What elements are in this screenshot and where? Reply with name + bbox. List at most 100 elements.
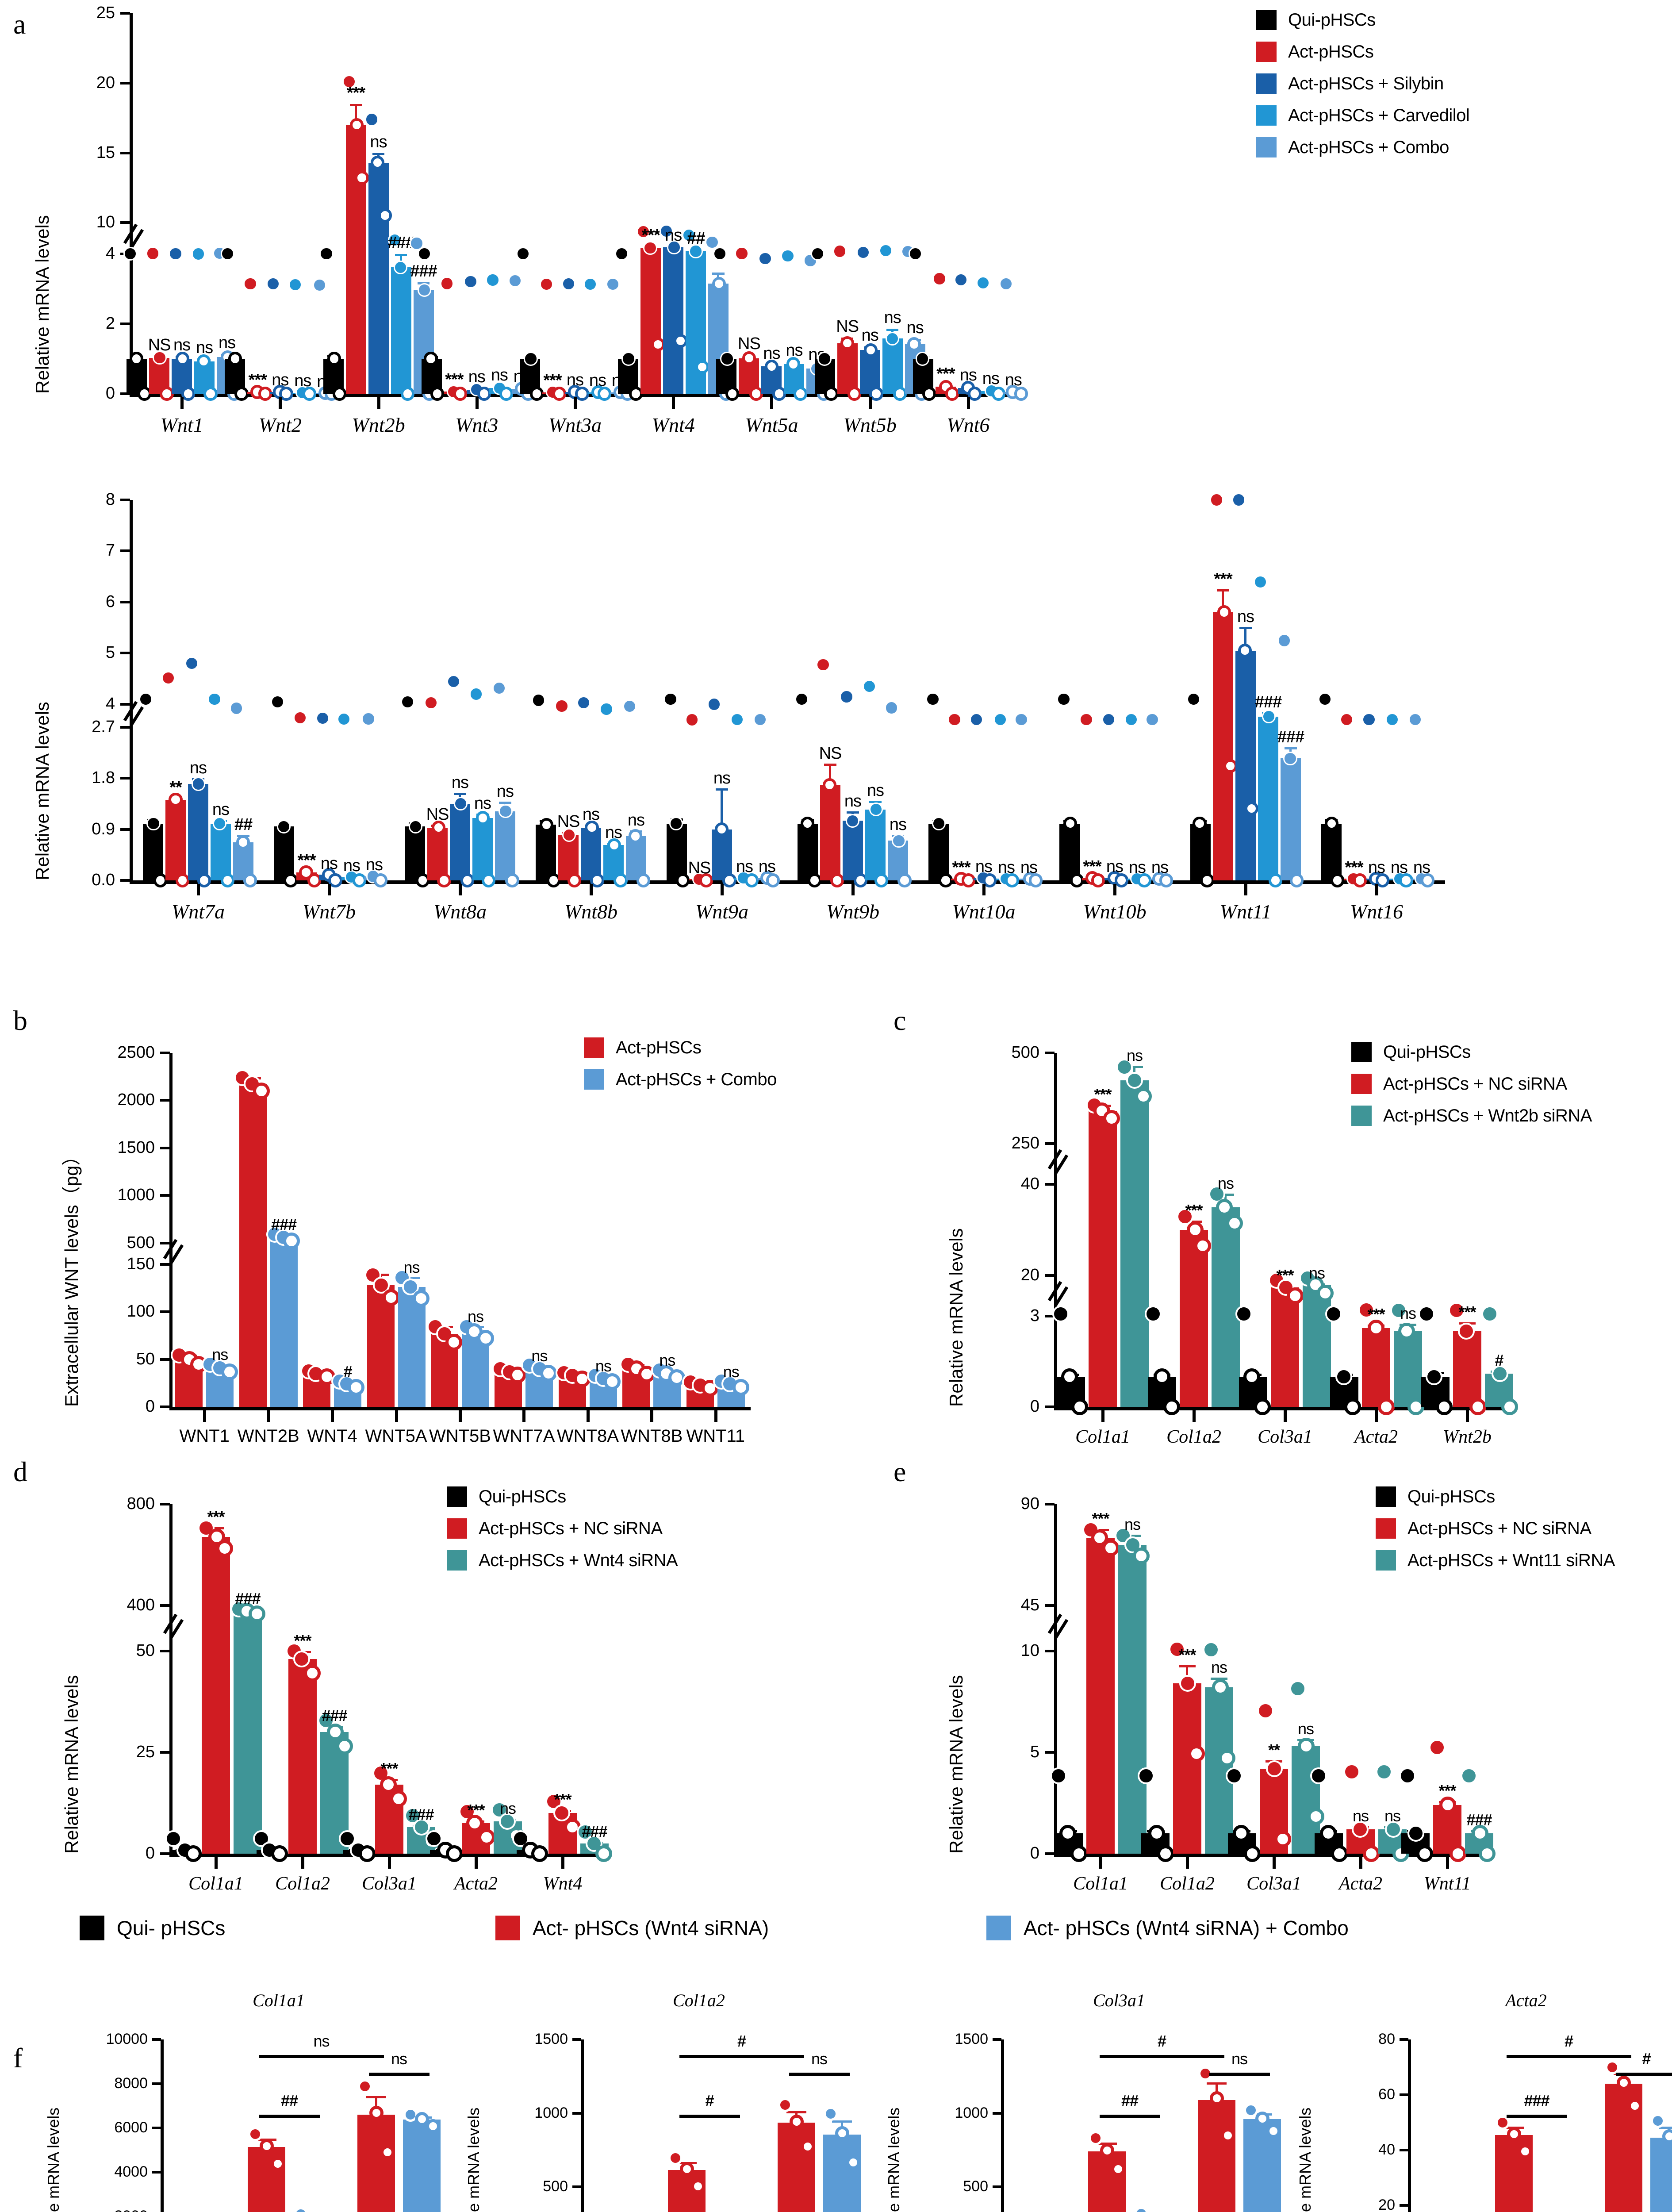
data-point	[552, 387, 567, 401]
data-point	[1135, 1087, 1152, 1105]
data-point	[1050, 1767, 1067, 1784]
comparison-label: ns	[391, 2050, 407, 2068]
bar	[1190, 823, 1211, 880]
data-point	[1208, 1186, 1226, 1203]
legend-item: Act-pHSCs + Wnt2b siRNA	[1351, 1106, 1592, 1126]
data-point	[1605, 2060, 1619, 2074]
legend-swatch	[1256, 42, 1277, 62]
significance-label: ns	[758, 857, 776, 876]
data-point	[1257, 1702, 1274, 1720]
data-point	[793, 387, 807, 401]
data-point	[705, 235, 719, 250]
legend-swatch	[1256, 10, 1277, 30]
data-point	[1124, 713, 1139, 727]
x-category-label: Acta2	[1339, 1874, 1382, 1894]
data-point	[1385, 713, 1400, 727]
bar	[581, 827, 601, 880]
x-category-label: Wnt4	[652, 414, 695, 436]
significance-label: ###	[408, 1805, 434, 1824]
data-point	[1100, 2143, 1114, 2158]
data-point	[1153, 1368, 1170, 1385]
y-axis-label: Relative mRNA levels	[946, 1228, 966, 1407]
x-tick	[672, 397, 675, 409]
data-point	[1266, 1760, 1283, 1777]
x-tick	[301, 1857, 304, 1869]
legend-item: Act- pHSCs (Wnt4 siRNA)	[495, 1916, 769, 1940]
data-point	[1616, 2075, 1631, 2090]
data-point	[270, 695, 284, 709]
data-point	[271, 2156, 285, 2171]
significance-label: ns	[272, 371, 289, 390]
x-category-label: Col1a1	[1075, 1427, 1130, 1447]
data-point	[695, 360, 709, 374]
data-point	[567, 873, 582, 887]
data-point	[415, 873, 430, 887]
data-point	[803, 253, 817, 268]
chart-panel-f-col1a2: Col1a2050010001500Relative mRNA levels#n…	[438, 1982, 861, 2212]
data-point	[691, 2179, 705, 2193]
bar	[1118, 1544, 1147, 1854]
data-point	[243, 277, 257, 291]
significance-label: ***	[641, 226, 660, 245]
data-point	[373, 873, 388, 887]
data-point	[248, 2127, 262, 2141]
data-point	[203, 387, 218, 401]
error-bar-cap	[786, 2111, 806, 2113]
legend-swatch	[1256, 105, 1277, 126]
y-axis-label: Relative mRNA levels	[885, 2107, 903, 2212]
data-point	[562, 828, 576, 842]
data-point	[175, 352, 190, 366]
data-point	[884, 701, 899, 715]
data-point	[358, 2079, 372, 2094]
data-point	[1203, 1641, 1219, 1658]
bar	[798, 823, 818, 880]
data-point	[1052, 1306, 1069, 1323]
bar	[823, 2135, 861, 2212]
error-bar	[829, 763, 831, 785]
data-point	[993, 713, 1008, 727]
data-point	[460, 873, 475, 887]
data-point	[575, 387, 589, 401]
significance-label: ns	[474, 794, 491, 813]
data-point	[1089, 2131, 1103, 2146]
legend-label: Qui-pHSCs	[479, 1486, 566, 1506]
y-tick	[993, 2038, 1001, 2041]
x-category-label: WNT8A	[556, 1426, 619, 1446]
significance-label: ns	[736, 857, 753, 876]
bar	[165, 799, 186, 880]
legend-swatch	[986, 1916, 1011, 1940]
chart-panel-a-bottom: 0.0 0.9 1.8 2.7 4 5 6 7 8 Relative mRNA levels ** n…	[0, 487, 1548, 956]
axis-break-marker	[119, 701, 146, 727]
legend-item: Act-pHSCs + NC siRNA	[1351, 1074, 1592, 1094]
data-point	[1235, 1306, 1252, 1323]
significance-label: ***	[554, 1790, 571, 1809]
bar	[1173, 1683, 1201, 1854]
x-category-label: Wnt8b	[564, 900, 618, 923]
bar	[1212, 1207, 1240, 1407]
error-bar-cap	[832, 2120, 852, 2123]
legend-item: Act-pHSCs + NC siRNA	[447, 1518, 678, 1539]
data-point	[1399, 873, 1413, 887]
data-point	[590, 873, 604, 887]
significance-label: ns	[403, 1258, 420, 1276]
legend-swatch	[495, 1916, 520, 1940]
x-category-label: Col3a1	[362, 1874, 417, 1894]
data-point	[1231, 493, 1246, 507]
data-point	[153, 351, 167, 365]
y-tick-label: 1.8	[92, 768, 115, 787]
data-point	[1398, 1323, 1415, 1340]
significance-label: ns	[844, 791, 862, 810]
bar	[1198, 2100, 1235, 2212]
y-tick-label: 10	[1020, 1641, 1039, 1660]
comparison-line	[1209, 2073, 1270, 2076]
data-point	[424, 352, 438, 366]
data-point	[614, 873, 628, 887]
y-tick	[993, 2112, 1001, 2115]
data-point	[675, 873, 690, 887]
data-point	[667, 240, 681, 254]
bar	[391, 267, 411, 394]
significance-label: **	[169, 778, 182, 797]
y-tick	[1400, 2093, 1408, 2096]
data-point	[446, 1845, 463, 1862]
error-bar-cap	[1126, 1065, 1143, 1068]
